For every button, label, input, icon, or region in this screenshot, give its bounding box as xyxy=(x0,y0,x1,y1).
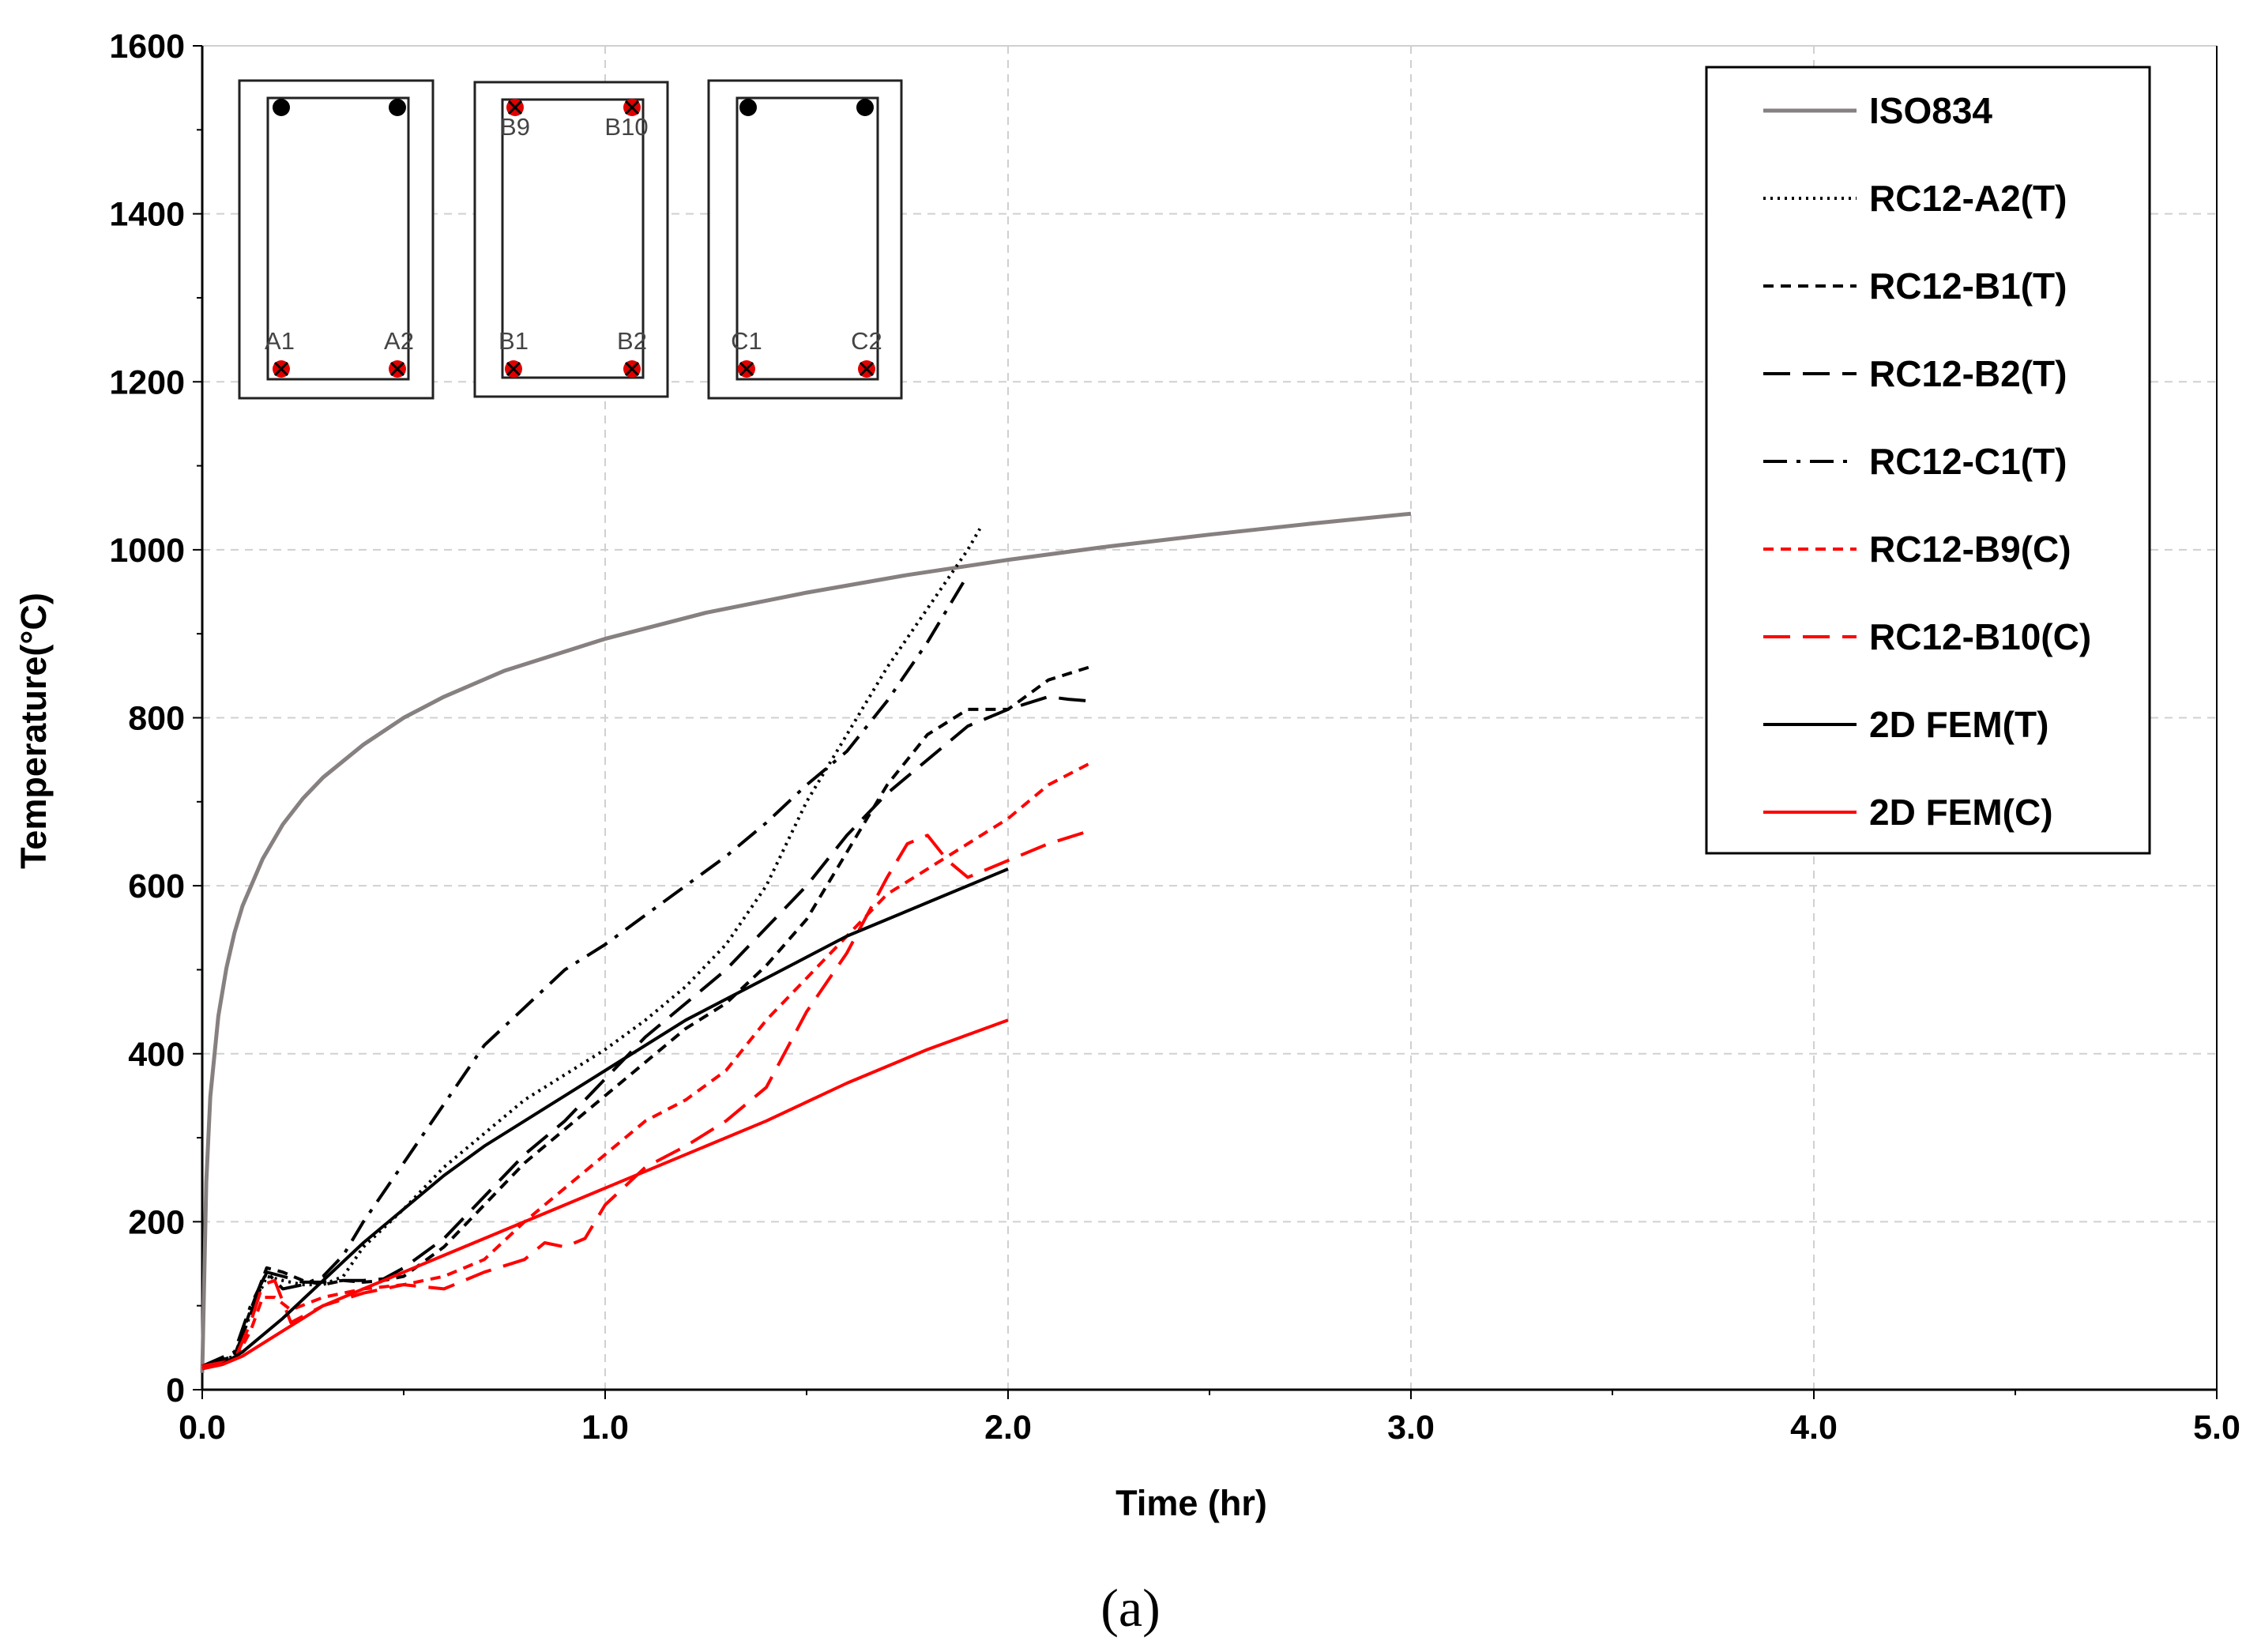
y-tick-label: 800 xyxy=(128,700,185,738)
point-label: B1 xyxy=(498,327,529,355)
y-tick-label: 1400 xyxy=(109,196,185,234)
y-tick-label: 600 xyxy=(128,867,185,905)
series-line-rc12-c1-t xyxy=(201,574,969,1368)
series-lines xyxy=(200,511,1412,1373)
legend-label-iso834: ISO834 xyxy=(1869,90,1992,131)
legend-label-rc12-a2-t: RC12-A2(T) xyxy=(1869,178,2067,219)
y-tick-label: 400 xyxy=(128,1036,185,1074)
thermocouple-marker xyxy=(506,99,524,116)
y-tick-label: 1600 xyxy=(109,28,185,66)
rebar-dot xyxy=(739,99,757,116)
point-label: A1 xyxy=(265,327,295,355)
figure-caption: (a) xyxy=(1100,1578,1160,1638)
legend-label-rc12-c1-t: RC12-C1(T) xyxy=(1869,441,2067,482)
thermocouple-marker xyxy=(623,99,641,116)
point-label: B10 xyxy=(604,113,648,141)
series-line-rc12-b1-t xyxy=(201,665,1089,1368)
legend: ISO834 RC12-A2(T) RC12-B1(T) RC12-B2(T) RC12… xyxy=(1705,66,2151,855)
y-tick-label: 0 xyxy=(166,1372,185,1409)
legend-label-rc12-b9-c: RC12-B9(C) xyxy=(1869,529,2071,570)
cross-section-insets: A1 A2 B9 B10 B1 B2 C1 C2 xyxy=(238,79,903,400)
point-label: B2 xyxy=(617,327,647,355)
thermocouple-marker xyxy=(623,360,641,378)
legend-label-2d-fem-t: 2D FEM(T) xyxy=(1869,704,2048,745)
thermocouple-marker xyxy=(505,360,522,378)
x-tick-label: 1.0 xyxy=(581,1409,629,1447)
point-label: B9 xyxy=(500,113,530,141)
x-tick-label: 4.0 xyxy=(1790,1409,1838,1447)
point-label: C1 xyxy=(731,327,762,355)
x-tick-label: 5.0 xyxy=(2193,1409,2240,1447)
rebar-dot xyxy=(856,99,874,116)
axes xyxy=(193,45,2218,1399)
x-tick-label: 3.0 xyxy=(1387,1409,1435,1447)
point-label: C2 xyxy=(851,327,882,355)
point-label: A2 xyxy=(384,327,414,355)
x-tick-label: 2.0 xyxy=(984,1409,1032,1447)
thermocouple-marker xyxy=(738,360,755,378)
tick-labels: 0 200 400 600 800 1000 1200 1400 1600 0.0 1.0 2.0 3.… xyxy=(109,28,2240,1447)
rebar-dot xyxy=(389,99,406,116)
series-line-2d-fem-t xyxy=(201,867,1009,1371)
cross-section-c: C1 C2 xyxy=(707,79,903,400)
series-line-iso834 xyxy=(200,511,1412,1373)
thermocouple-marker xyxy=(389,360,406,378)
series-line-rc12-b10-c xyxy=(201,830,1089,1368)
series-line-rc12-a2-t xyxy=(201,528,982,1368)
y-tick-label: 200 xyxy=(128,1203,185,1241)
x-tick-label: 0.0 xyxy=(179,1409,226,1447)
legend-label-rc12-b2-t: RC12-B2(T) xyxy=(1869,353,2067,394)
series-line-2d-fem-c xyxy=(201,1018,1009,1371)
legend-label-rc12-b10-c: RC12-B10(C) xyxy=(1869,616,2091,657)
series-line-rc12-b2-t xyxy=(201,694,1089,1368)
thermocouple-marker xyxy=(858,360,875,378)
cross-section-a: A1 A2 xyxy=(238,79,435,400)
y-axis-title: Temperature(°C) xyxy=(13,593,54,869)
thermocouple-marker xyxy=(273,360,290,378)
legend-label-rc12-b1-t: RC12-B1(T) xyxy=(1869,265,2067,307)
y-tick-label: 1200 xyxy=(109,363,185,401)
cross-section-b: B9 B10 B1 B2 xyxy=(473,81,669,398)
y-tick-label: 1000 xyxy=(109,532,185,570)
series-line-rc12-b9-c xyxy=(201,762,1089,1368)
rebar-dot xyxy=(273,99,290,116)
x-axis-title: Time (hr) xyxy=(1115,1483,1267,1523)
legend-label-2d-fem-c: 2D FEM(C) xyxy=(1869,792,2053,833)
